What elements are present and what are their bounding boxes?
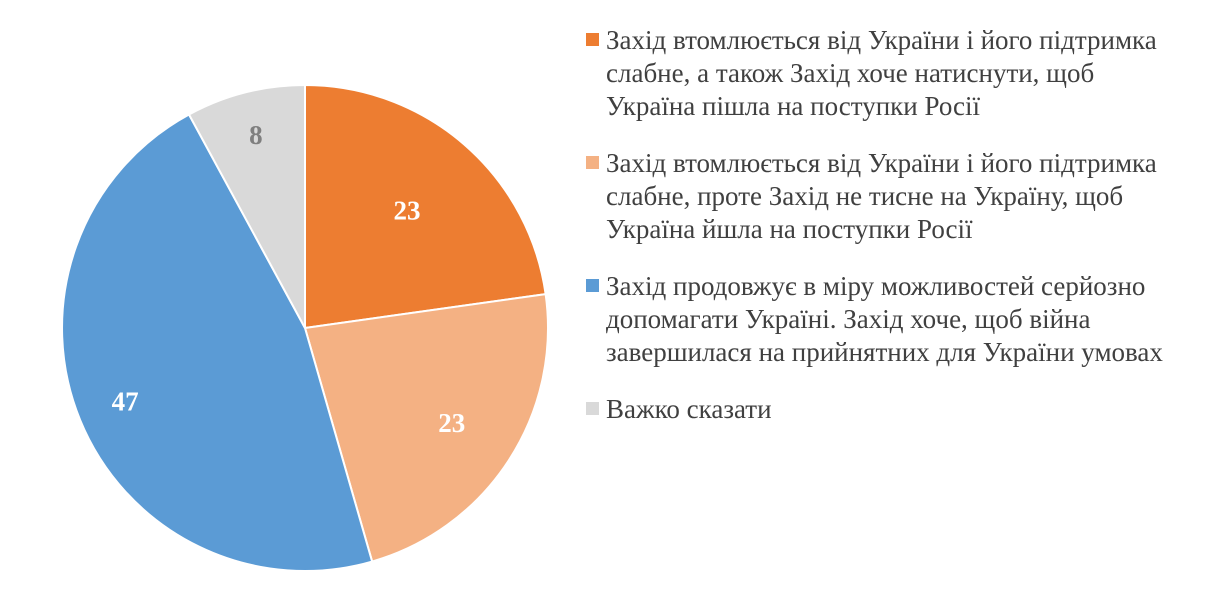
data-label-1: 23 xyxy=(438,408,465,438)
legend-label-1: Захід втомлюється від України і його під… xyxy=(606,148,1157,244)
legend: Захід втомлюється від України і його під… xyxy=(586,24,1186,450)
pie-slice-2 xyxy=(61,113,374,572)
data-label-3: 8 xyxy=(249,120,263,150)
data-label-0: 23 xyxy=(394,196,421,226)
legend-item-2: Захід продовжує в міру можливостей серйо… xyxy=(586,270,1186,369)
legend-item-0: Захід втомлюється від України і його під… xyxy=(586,24,1186,123)
pie-slice-1 xyxy=(303,292,549,563)
legend-item-3: Важко сказати xyxy=(586,393,1186,426)
legend-label-2: Захід продовжує в міру можливостей серйо… xyxy=(606,271,1163,367)
pie-slice-3 xyxy=(187,83,306,329)
legend-item-1: Захід втомлюється від України і його під… xyxy=(586,147,1186,246)
pie-slice-0 xyxy=(304,83,547,330)
legend-swatch-2 xyxy=(586,279,599,292)
data-label-2: 47 xyxy=(112,387,139,417)
legend-swatch-0 xyxy=(586,33,599,46)
legend-swatch-1 xyxy=(586,156,599,169)
legend-label-0: Захід втомлюється від України і його під… xyxy=(606,25,1157,121)
legend-label-3: Важко сказати xyxy=(606,394,772,424)
legend-swatch-3 xyxy=(586,402,599,415)
pie-plot-area: 23 23 47 8 xyxy=(61,83,549,572)
